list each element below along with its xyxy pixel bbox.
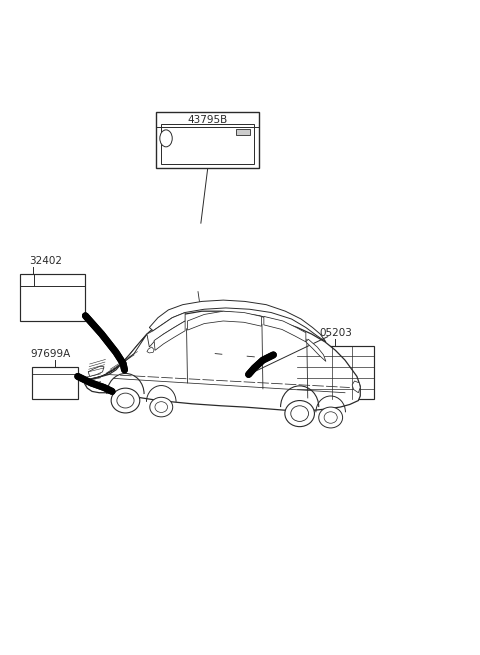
Polygon shape (264, 316, 306, 342)
Ellipse shape (155, 402, 168, 413)
Text: 32402: 32402 (29, 256, 62, 266)
Bar (236, 128, 251, 135)
Ellipse shape (285, 401, 314, 426)
Text: 05203: 05203 (319, 328, 352, 338)
Ellipse shape (111, 388, 140, 413)
Polygon shape (306, 339, 326, 362)
Polygon shape (147, 312, 185, 347)
Text: 43795B: 43795B (188, 115, 228, 125)
Polygon shape (85, 311, 360, 411)
Polygon shape (188, 311, 262, 330)
Ellipse shape (117, 393, 134, 408)
Ellipse shape (291, 405, 309, 421)
Bar (20, 274, 85, 321)
Ellipse shape (324, 412, 337, 423)
Bar (156, 112, 259, 168)
Polygon shape (352, 381, 360, 393)
Polygon shape (85, 334, 147, 381)
Bar (161, 124, 254, 164)
Ellipse shape (150, 398, 173, 417)
Polygon shape (154, 321, 185, 350)
Circle shape (160, 130, 172, 147)
Polygon shape (88, 367, 104, 377)
Polygon shape (149, 300, 326, 342)
Ellipse shape (319, 407, 343, 428)
Bar (297, 346, 373, 400)
Polygon shape (147, 347, 154, 353)
Text: 97699A: 97699A (30, 349, 70, 359)
Bar (33, 367, 78, 400)
